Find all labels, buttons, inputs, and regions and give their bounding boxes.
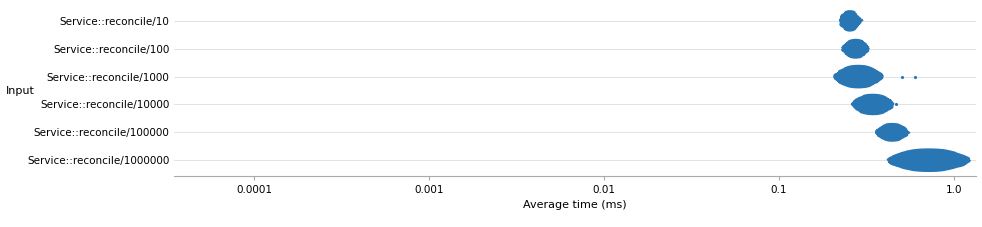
X-axis label: Average time (ms): Average time (ms) bbox=[523, 200, 627, 210]
Polygon shape bbox=[876, 123, 909, 141]
Polygon shape bbox=[840, 11, 862, 31]
Polygon shape bbox=[851, 94, 894, 115]
Y-axis label: Input: Input bbox=[6, 86, 34, 96]
Polygon shape bbox=[842, 39, 869, 58]
Polygon shape bbox=[888, 149, 970, 171]
Polygon shape bbox=[834, 65, 883, 88]
